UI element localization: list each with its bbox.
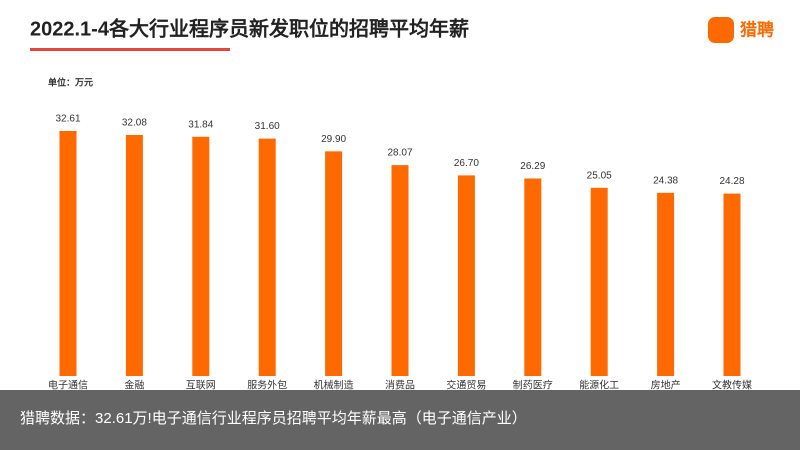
bar <box>192 136 210 376</box>
bar <box>723 193 741 376</box>
title-underline <box>30 48 230 51</box>
x-tick-label: 交通贸易 <box>446 379 486 392</box>
value-label: 29.90 <box>321 134 346 145</box>
bar <box>391 165 409 376</box>
plot: 32.61 电子通信 32.08 金融 31.84 互联网 31.60 服务外包 29.90 机械… <box>48 114 752 392</box>
x-tick-label: 金融 <box>124 379 144 392</box>
caption-band <box>0 390 800 450</box>
x-tick-label: 文教传媒 <box>712 379 752 392</box>
x-tick-label: 制药医疗 <box>513 379 553 392</box>
unit-label: 单位：万元 <box>48 76 93 87</box>
x-tick-label: 服务外包 <box>247 379 287 392</box>
bar <box>258 138 276 376</box>
value-label: 32.08 <box>122 118 147 129</box>
logo-icon <box>708 17 734 43</box>
value-label: 32.61 <box>55 114 80 125</box>
value-label: 24.28 <box>719 176 744 187</box>
bar <box>325 151 343 376</box>
bar <box>657 192 675 376</box>
value-label: 31.60 <box>255 121 280 132</box>
value-label: 24.38 <box>653 175 678 186</box>
bar <box>524 178 542 376</box>
x-tick-label: 机械制造 <box>314 379 354 392</box>
chart-title: 2022.1-4各大行业程序员新发职位的招聘平均年薪 <box>30 16 469 40</box>
brand: 猎聘 <box>740 19 774 39</box>
value-label: 28.07 <box>387 148 412 159</box>
x-tick-label: 能源化工 <box>579 379 619 392</box>
value-label: 31.84 <box>188 119 213 130</box>
bar <box>125 134 143 376</box>
bar <box>59 131 77 376</box>
bar <box>457 175 475 376</box>
x-tick-label: 房地产 <box>651 379 681 392</box>
caption: 猎聘数据：32.61万!电子通信行业程序员招聘平均年薪最高（电子通信产业） <box>20 410 527 427</box>
x-tick-label: 互联网 <box>186 380 216 392</box>
value-label: 26.70 <box>454 158 479 169</box>
x-tick-label: 消费品 <box>385 379 415 392</box>
x-tick-label: 电子通信 <box>48 379 88 392</box>
bar <box>590 187 608 376</box>
value-label: 25.05 <box>587 170 612 181</box>
value-label: 26.29 <box>520 161 545 172</box>
